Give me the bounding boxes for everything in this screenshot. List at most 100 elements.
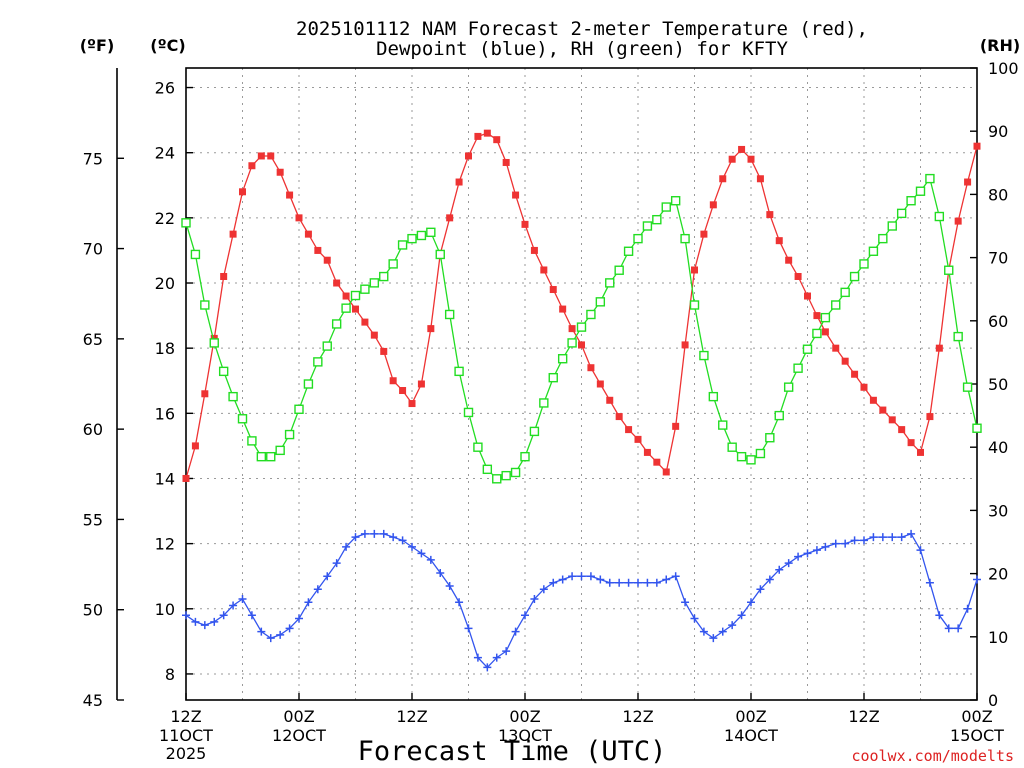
rh-point [915, 186, 926, 196]
rh-point [388, 259, 398, 269]
dewpoint-point [897, 533, 906, 542]
temperature-point [342, 292, 350, 300]
axes [116, 67, 978, 701]
rh-point [878, 233, 888, 244]
rh-point [708, 391, 719, 402]
dewpoint-point [586, 572, 595, 581]
temperature-point [578, 341, 585, 349]
dewpoint-point [615, 578, 624, 587]
rh-point [586, 309, 596, 320]
dewpoint-point [699, 627, 708, 636]
rh-point [896, 208, 907, 219]
rh-point [953, 331, 963, 342]
temperature-point [455, 178, 463, 186]
temperature-point [540, 266, 548, 274]
dewpoint-point [747, 598, 755, 607]
time-tick-label: 00Z [283, 707, 314, 726]
dewpoint-point [313, 585, 322, 594]
temperature-point [917, 448, 924, 456]
temperature-point [276, 168, 284, 176]
celsius-tick-label: 26 [155, 79, 175, 98]
temperature-point [295, 214, 303, 222]
rh-point [934, 211, 945, 222]
rh-point [369, 278, 380, 288]
rh-point [793, 363, 803, 373]
rh-point [906, 196, 916, 206]
rh-point [463, 407, 474, 418]
rh-tick-label: 80 [988, 185, 1008, 204]
temperature-point [559, 305, 567, 313]
dewpoint-point [803, 549, 812, 558]
temperature-point [653, 458, 661, 466]
rh-point [567, 338, 577, 348]
data-series [181, 129, 982, 672]
temperature-point [361, 318, 369, 326]
temperature-point [493, 136, 501, 144]
rh-point [944, 265, 954, 275]
rh-point [360, 284, 370, 294]
temperature-point [634, 435, 642, 443]
rh-point [228, 391, 238, 402]
celsius-tick-label: 10 [155, 600, 175, 619]
dewpoint-point [238, 595, 247, 604]
temperature-point [239, 188, 246, 196]
temperature-point [201, 390, 209, 398]
rh-point [765, 433, 775, 443]
temperature-point [304, 230, 312, 238]
rh-point [303, 379, 314, 389]
fahrenheit-tick-label: 55 [83, 510, 103, 529]
dewpoint-point [502, 647, 511, 656]
rh-point [820, 312, 831, 323]
time-tick-label: 14OCT [724, 726, 778, 745]
temperature-point [615, 413, 623, 421]
time-tick-label: 00Z [961, 707, 992, 726]
rh-point [670, 196, 681, 206]
temperature-point [766, 211, 774, 219]
dewpoint-point [831, 539, 840, 548]
dewpoint-point [794, 552, 803, 561]
dewpoint-point [323, 572, 332, 581]
dewpoint-point [605, 578, 614, 587]
fahrenheit-tick-label: 50 [83, 601, 103, 620]
dewpoint-point [191, 617, 200, 626]
dewpoint-point [549, 578, 558, 587]
dewpoint-point [888, 533, 897, 542]
temperature-point [483, 129, 491, 137]
dewpoint-point [370, 529, 379, 538]
credit-text: coolwx.com/modelts [851, 747, 1014, 765]
dewpoint-point [332, 559, 341, 568]
dewpoint-point [492, 653, 501, 662]
celsius-unit-label: (ºC) [150, 36, 185, 55]
dewpoint-point [295, 614, 303, 623]
rh-point [680, 233, 690, 244]
dewpoint-point [935, 611, 944, 620]
rh-point [548, 372, 558, 383]
rh-point [313, 357, 323, 367]
dewpoint-point [973, 575, 981, 584]
temperature-point [935, 344, 943, 352]
dewpoint-point [718, 627, 727, 636]
dewpoint-point [671, 572, 680, 581]
temperature-point [719, 175, 727, 183]
temperature-point [681, 341, 689, 349]
time-tick-label: 13OCT [498, 726, 552, 745]
rh-tick-label: 40 [988, 438, 1008, 457]
temperature-point [389, 377, 397, 385]
dewpoint-point [285, 624, 294, 633]
rh-point [868, 246, 879, 256]
temperature-point [229, 230, 237, 238]
rh-point [783, 382, 794, 392]
dewpoint-point [276, 630, 285, 639]
rh-point [529, 426, 540, 437]
dewpoint-point [379, 529, 388, 538]
rh-tick-label: 70 [988, 249, 1008, 268]
temperature-point [417, 380, 425, 388]
dewpoint-point [539, 585, 548, 594]
temperature-point [596, 380, 604, 388]
temperature-point [220, 272, 228, 280]
dewpoint-point [266, 634, 275, 643]
temperature-point [286, 191, 294, 199]
dewpoint-point [624, 578, 633, 587]
temperature-point [314, 246, 322, 254]
rh-point [341, 303, 351, 313]
